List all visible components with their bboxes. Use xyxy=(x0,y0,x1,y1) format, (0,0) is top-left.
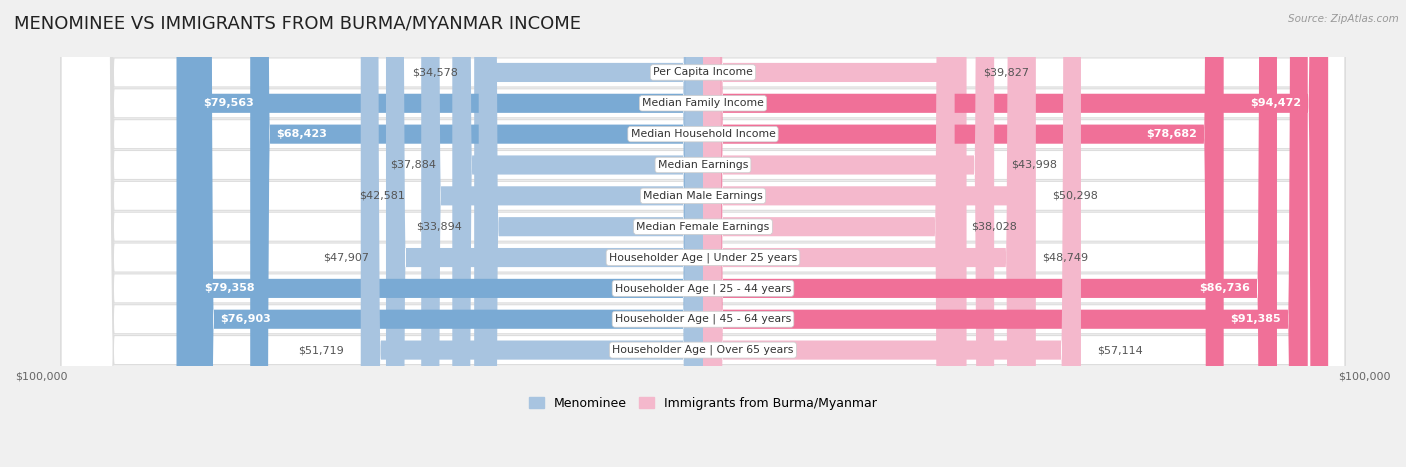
Text: $47,907: $47,907 xyxy=(323,253,370,262)
Text: $51,719: $51,719 xyxy=(298,345,344,355)
FancyBboxPatch shape xyxy=(60,0,1346,467)
Text: Per Capita Income: Per Capita Income xyxy=(652,67,754,78)
Text: Median Household Income: Median Household Income xyxy=(630,129,776,139)
FancyBboxPatch shape xyxy=(60,0,1346,467)
Text: $79,563: $79,563 xyxy=(202,98,253,108)
FancyBboxPatch shape xyxy=(60,0,1346,467)
Text: $33,894: $33,894 xyxy=(416,222,463,232)
FancyBboxPatch shape xyxy=(60,0,1346,467)
Text: Householder Age | Under 25 years: Householder Age | Under 25 years xyxy=(609,252,797,263)
Text: $68,423: $68,423 xyxy=(277,129,328,139)
Text: Median Family Income: Median Family Income xyxy=(643,98,763,108)
Text: Householder Age | 25 - 44 years: Householder Age | 25 - 44 years xyxy=(614,283,792,294)
FancyBboxPatch shape xyxy=(703,0,1081,467)
Text: $37,884: $37,884 xyxy=(389,160,436,170)
FancyBboxPatch shape xyxy=(361,0,703,467)
FancyBboxPatch shape xyxy=(387,0,703,467)
Text: $50,298: $50,298 xyxy=(1052,191,1098,201)
FancyBboxPatch shape xyxy=(194,0,703,467)
Text: Median Male Earnings: Median Male Earnings xyxy=(643,191,763,201)
Text: $76,903: $76,903 xyxy=(221,314,271,324)
FancyBboxPatch shape xyxy=(703,0,1223,467)
Text: MENOMINEE VS IMMIGRANTS FROM BURMA/MYANMAR INCOME: MENOMINEE VS IMMIGRANTS FROM BURMA/MYANM… xyxy=(14,14,581,32)
FancyBboxPatch shape xyxy=(703,0,1329,467)
FancyBboxPatch shape xyxy=(478,0,703,467)
Text: $78,682: $78,682 xyxy=(1146,129,1197,139)
Text: $94,472: $94,472 xyxy=(1250,98,1302,108)
Text: $79,358: $79,358 xyxy=(204,283,254,293)
Text: $86,736: $86,736 xyxy=(1199,283,1250,293)
Text: $43,998: $43,998 xyxy=(1011,160,1057,170)
FancyBboxPatch shape xyxy=(177,0,703,467)
FancyBboxPatch shape xyxy=(474,0,703,467)
FancyBboxPatch shape xyxy=(177,0,703,467)
Text: $38,028: $38,028 xyxy=(972,222,1017,232)
Text: $91,385: $91,385 xyxy=(1230,314,1281,324)
FancyBboxPatch shape xyxy=(60,0,1346,467)
Text: Median Female Earnings: Median Female Earnings xyxy=(637,222,769,232)
Text: $48,749: $48,749 xyxy=(1042,253,1088,262)
Text: Source: ZipAtlas.com: Source: ZipAtlas.com xyxy=(1288,14,1399,24)
Legend: Menominee, Immigrants from Burma/Myanmar: Menominee, Immigrants from Burma/Myanmar xyxy=(524,392,882,415)
FancyBboxPatch shape xyxy=(703,0,966,467)
FancyBboxPatch shape xyxy=(703,0,955,467)
Text: $39,827: $39,827 xyxy=(983,67,1029,78)
FancyBboxPatch shape xyxy=(703,0,994,467)
FancyBboxPatch shape xyxy=(703,0,1277,467)
Text: Householder Age | Over 65 years: Householder Age | Over 65 years xyxy=(612,345,794,355)
FancyBboxPatch shape xyxy=(422,0,703,467)
Text: $42,581: $42,581 xyxy=(359,191,405,201)
FancyBboxPatch shape xyxy=(453,0,703,467)
Text: $34,578: $34,578 xyxy=(412,67,457,78)
FancyBboxPatch shape xyxy=(60,0,1346,467)
FancyBboxPatch shape xyxy=(60,0,1346,467)
FancyBboxPatch shape xyxy=(60,0,1346,467)
FancyBboxPatch shape xyxy=(703,0,1036,467)
FancyBboxPatch shape xyxy=(60,0,1346,467)
FancyBboxPatch shape xyxy=(703,0,1308,467)
FancyBboxPatch shape xyxy=(703,0,1025,467)
Text: $57,114: $57,114 xyxy=(1098,345,1143,355)
FancyBboxPatch shape xyxy=(60,0,1346,467)
FancyBboxPatch shape xyxy=(250,0,703,467)
Text: Median Earnings: Median Earnings xyxy=(658,160,748,170)
Text: Householder Age | 45 - 64 years: Householder Age | 45 - 64 years xyxy=(614,314,792,325)
